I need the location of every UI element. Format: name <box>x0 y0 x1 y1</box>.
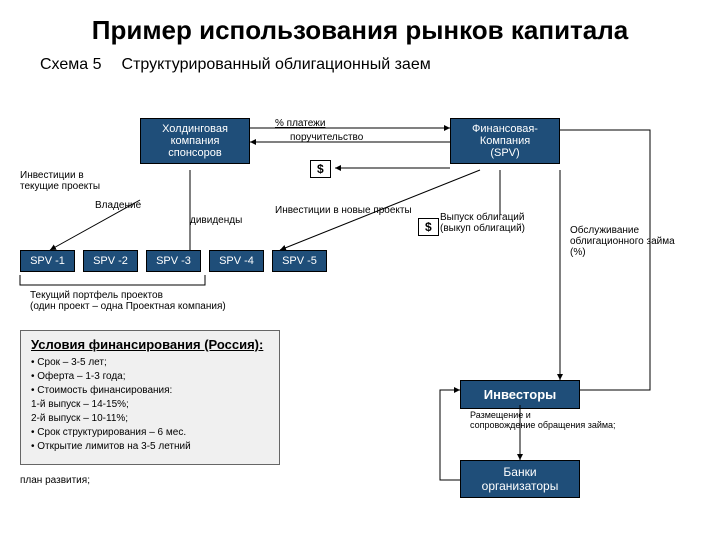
condition-item: • Открытие лимитов на 3-5 летний <box>31 440 269 454</box>
conditions-box: Условия финансирования (Россия): • Срок … <box>20 330 280 465</box>
condition-item: • Срок структурирования – 6 мес. <box>31 426 269 440</box>
conditions-heading: Условия финансирования (Россия): <box>31 337 269 352</box>
portfolio-note: Текущий портфель проектов (один проект –… <box>30 290 226 312</box>
dollar-sign: $ <box>418 218 439 236</box>
spv-box: SPV -4 <box>209 250 264 272</box>
label-invest-new: Инвестиции в новые проекты <box>275 205 412 216</box>
label-percent-payments: % платежи <box>275 118 325 129</box>
condition-item: • Стоимость финансирования: 1-й выпуск –… <box>31 384 269 426</box>
condition-item: • Оферта – 1-3 года; <box>31 370 269 384</box>
condition-item: • Срок – 3-5 лет; <box>31 356 269 370</box>
label-invest-current: Инвестиции в текущие проекты <box>20 170 100 192</box>
holding-company-box: Холдинговая компания спонсоров <box>140 118 250 164</box>
financial-company-box: Финансовая- Компания (SPV) <box>450 118 560 164</box>
spv-row: SPV -1 SPV -2 SPV -3 SPV -4 SPV -5 <box>20 250 327 272</box>
spv-box: SPV -1 <box>20 250 75 272</box>
label-ownership: Владение <box>95 200 141 211</box>
label-guarantee: поручительство <box>290 132 363 143</box>
label-bond-issue: Выпуск облигаций (выкуп облигаций) <box>440 212 525 234</box>
subtitle: Структурированный облигационный заем <box>122 56 431 74</box>
dollar-sign: $ <box>310 160 331 178</box>
spv-box: SPV -5 <box>272 250 327 272</box>
label-placement: Размещение и сопровождение обращения зай… <box>470 410 616 430</box>
banks-box: Банки организаторы <box>460 460 580 498</box>
spv-box: SPV -2 <box>83 250 138 272</box>
scheme-label: Схема 5 <box>40 56 102 74</box>
subtitle-row: Схема 5 Структурированный облигационный … <box>20 56 700 74</box>
label-servicing: Обслуживание облигационного займа (%) <box>570 225 675 258</box>
spv-box: SPV -3 <box>146 250 201 272</box>
conditions-list: • Срок – 3-5 лет; • Оферта – 1-3 года; •… <box>31 356 269 454</box>
page-title: Пример использования рынков капитала <box>20 15 700 46</box>
conditions-tail: план развития; <box>20 475 90 486</box>
investors-box: Инвесторы <box>460 380 580 409</box>
label-dividends: дивиденды <box>190 215 242 226</box>
